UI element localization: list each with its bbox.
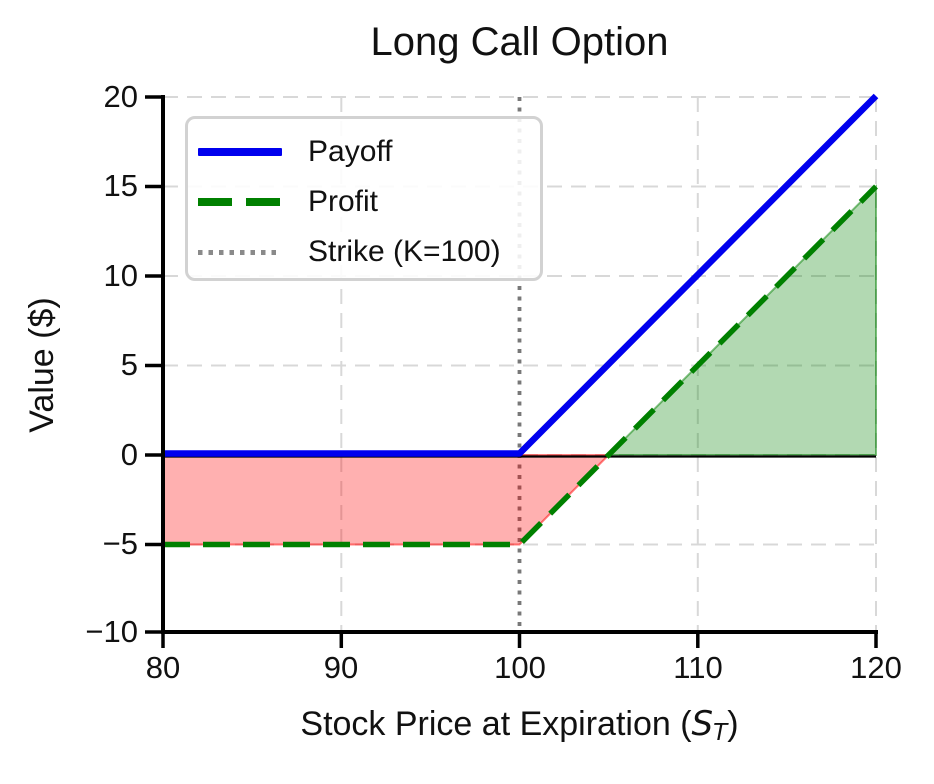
x-axis-math-subscript: T: [713, 720, 728, 747]
y-tick-marks: [145, 95, 163, 634]
loss-region-fill: [162, 454, 612, 546]
x-tick-label-120: 120: [850, 650, 902, 685]
legend-item-payoff: Payoff: [198, 127, 540, 177]
x-tick-label-80: 80: [145, 650, 181, 685]
y-tick-label-neg10: −10: [85, 614, 138, 649]
x-axis-math-var: S: [691, 704, 714, 744]
strike-line-swatch: [198, 249, 276, 255]
y-axis-label: Value ($): [23, 297, 61, 433]
legend-label-strike: Strike (K=100): [308, 235, 501, 268]
y-tick-label-0: 0: [120, 437, 138, 472]
y-tick-label-15: 15: [103, 168, 138, 203]
x-tick-label-100: 100: [494, 650, 546, 685]
legend-item-profit: Profit: [198, 177, 540, 227]
payoff-line: [163, 93, 879, 457]
x-axis-label-suffix: ): [727, 705, 739, 743]
x-tick-label-110: 110: [673, 650, 723, 685]
y-tick-label-10: 10: [103, 258, 138, 293]
profit-line: [163, 184, 878, 548]
legend-item-strike: Strike (K=100): [198, 227, 540, 277]
y-tick-label-5: 5: [120, 347, 138, 382]
chart-title: Long Call Option: [370, 20, 669, 64]
x-axis-label: Stock Price at Expiration (ST): [163, 700, 876, 752]
legend: Payoff Profit Strike (K=100): [185, 116, 543, 281]
x-tick-marks: [161, 632, 878, 648]
y-tick-label-neg5: −5: [102, 526, 138, 561]
y-tick-label-20: 20: [103, 79, 138, 114]
legend-label-profit: Profit: [308, 185, 379, 218]
profit-line-swatch: [198, 198, 282, 206]
legend-label-payoff: Payoff: [308, 135, 393, 168]
x-axis-label-text: Stock Price at Expiration (: [300, 705, 692, 743]
x-tick-label-90: 90: [323, 650, 359, 685]
payoff-line-swatch: [198, 148, 282, 156]
